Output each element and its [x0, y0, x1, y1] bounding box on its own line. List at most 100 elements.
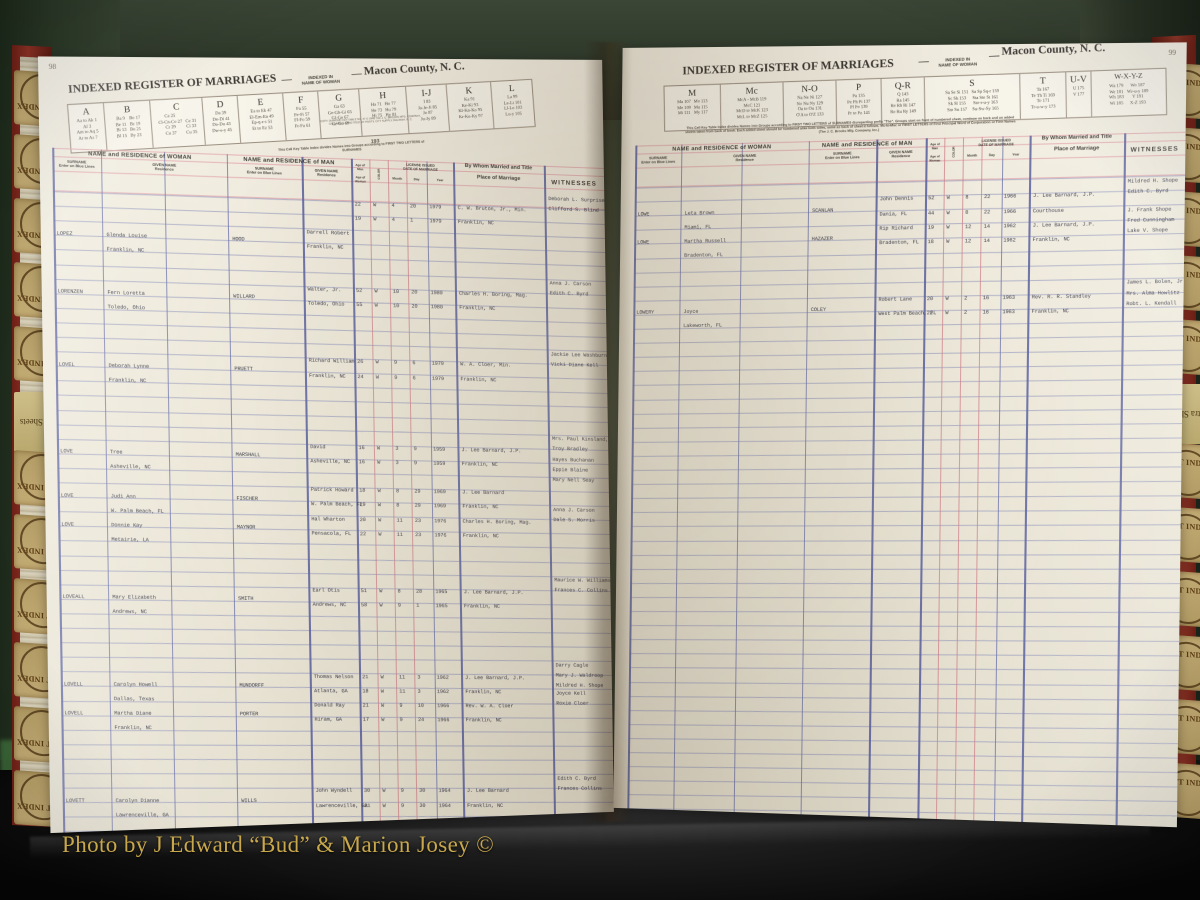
entry-color-1: W [376, 445, 381, 452]
entry-license-year: 1979 [431, 361, 444, 368]
col-header-license: LICENSE ISSUED DATE OF MARRIAGE [403, 162, 438, 173]
entry-man-residence: Dania, FL [879, 210, 907, 218]
entry-marriage-month: 8 [396, 502, 400, 509]
ledger-col-rule [543, 165, 557, 834]
entry-man-residence: Franklin, NC [306, 243, 344, 251]
ledger-row-rule [629, 610, 1180, 614]
entry-license-month: 4 [391, 203, 395, 210]
ledger-row-rule [630, 568, 1181, 570]
entry-place: Franklin, NC [461, 461, 498, 469]
col-header-day: Day [413, 177, 420, 182]
ledger-row-rule [56, 394, 608, 409]
col-header-place: Place of Marriage [1054, 145, 1100, 153]
entry-age-woman: 58 [360, 602, 368, 609]
entry-officiant: J. Lee Barnard, J.P. [461, 447, 522, 455]
entry-marriage-day: 24 [417, 716, 425, 724]
entry-man-surname: WILLARD [233, 293, 255, 301]
entry-place: Franklin, NC [457, 219, 494, 227]
entry-place: Franklin, NC [465, 688, 502, 695]
entry-marriage-year: 1962 [436, 688, 449, 695]
entry-license-year: 1959 [433, 446, 446, 453]
entry-marriage-day: 30 [419, 802, 426, 809]
entry-man-given: Hal Wharton [311, 515, 345, 523]
entry-marriage-month: 11 [396, 531, 403, 538]
col-header-woman-given: GIVEN NAME Residence [733, 153, 757, 163]
entry-man-given: Walter, Jr. [307, 286, 342, 294]
entry-color-1: W [377, 488, 381, 495]
entry-marriage-month: 9 [394, 374, 398, 381]
entry-woman-surname: LOVETT [65, 797, 85, 804]
entry-marriage-month: 9 [397, 602, 401, 609]
entry-officiant: J. Lee Barnard, J.P. [1033, 192, 1096, 200]
entry-place: Franklin, NC [1031, 308, 1069, 316]
entry-man-surname: COLEY [810, 307, 826, 314]
entry-license-year: 1969 [433, 489, 446, 496]
entry-marriage-day: 22 [983, 208, 991, 215]
entry-color-2: W [375, 373, 379, 381]
entry-license-year: 1966 [1003, 193, 1017, 201]
ledger-row-rule [627, 794, 1178, 803]
entry-witness: James L. Bolen, Jr. [1126, 278, 1187, 287]
entry-license-year: 1979 [429, 204, 442, 211]
entry-woman-residence: Lawrenceville, GA [115, 811, 169, 819]
entry-age-man: 20 [359, 516, 366, 523]
col-header-year: Year [1012, 152, 1020, 157]
entry-license-year: 1966 [437, 702, 450, 709]
entry-man-residence: Hiram, GA [314, 716, 342, 723]
entry-age-man: 19 [927, 224, 934, 231]
entry-color-2: W [373, 216, 377, 223]
entry-license-month: 9 [393, 360, 398, 367]
entry-officiant: J. Lee Barnard, J.P. [463, 589, 524, 596]
entry-marriage-day: 20 [411, 303, 418, 310]
col-header-license: LICENSE ISSUED DATE OF MARRIAGE [978, 138, 1014, 148]
entry-age-man: 21 [362, 673, 369, 680]
entry-place: Franklin, NC [1032, 235, 1070, 243]
ledger-col-rule [1115, 133, 1126, 828]
ledger-row-rule [628, 737, 1178, 745]
entry-man-surname: WILLS [241, 797, 257, 804]
col-header-age-woman: Age of Woman [929, 154, 941, 164]
entry-woman-residence: Asheville, NC [110, 463, 151, 471]
entry-man-residence: Franklin, NC [308, 372, 346, 380]
entry-woman-residence: Bradenton, FL [684, 251, 723, 259]
ledger-row-rule [632, 379, 1183, 387]
entry-license-month: 8 [965, 194, 969, 201]
entry-license-day: 20 [409, 203, 416, 210]
entry-man-residence: Asheville, NC [310, 458, 351, 466]
ledger-row-rule [630, 553, 1181, 556]
entry-man-given: Darrell Robert [306, 228, 350, 237]
ledger-row-rule [631, 451, 1182, 457]
ledger-row-rule [629, 625, 1180, 628]
entry-officiant: Charles H. Boring, Mag. [458, 290, 528, 299]
entry-color-1: W [375, 359, 379, 366]
ledger-row-rule [627, 766, 1178, 774]
entry-officiant: Rev. W. A. Cloer [465, 702, 514, 710]
ledger-row-rule [629, 639, 1180, 643]
open-register-book: COTT INDEX COMPANYCOTT INDEX COMPANYCOTT… [12, 12, 1200, 834]
entry-place: Franklin, NC [465, 717, 502, 724]
col-header-year: Year [436, 177, 444, 183]
entry-age-woman: 29 [359, 502, 366, 509]
entry-woman-residence: Dallas, Texas [113, 695, 155, 703]
entry-color-2: W [946, 238, 950, 245]
entry-color-1: W [380, 673, 384, 681]
entry-man-surname: FISCHER [236, 495, 258, 502]
photo-credit: Photo by J Edward “Bud” & Marion Josey © [62, 832, 495, 857]
entry-age-man: 51 [360, 587, 367, 595]
entry-woman-surname: LOVE [60, 492, 74, 499]
ledger-row-rule [629, 653, 1180, 657]
ledger-row-rule [628, 723, 1179, 730]
entry-woman-given: Carolyn Dianne [115, 797, 160, 804]
entry-color-2: W [379, 602, 383, 609]
entry-color-2: W [377, 459, 381, 466]
entry-age-man: 16 [358, 444, 365, 452]
ledger-row-rule [632, 335, 1184, 344]
entry-man-surname: HOOD [232, 235, 245, 243]
entry-age-woman: 17 [362, 716, 369, 723]
ledger-row-rule [56, 409, 608, 423]
ledger-row-rule [627, 752, 1178, 759]
ledger-row-rule [60, 656, 612, 663]
entry-marriage-year: 1965 [435, 603, 448, 610]
entry-marriage-day: 29 [414, 503, 421, 510]
ledger-row-rule [629, 667, 1179, 672]
